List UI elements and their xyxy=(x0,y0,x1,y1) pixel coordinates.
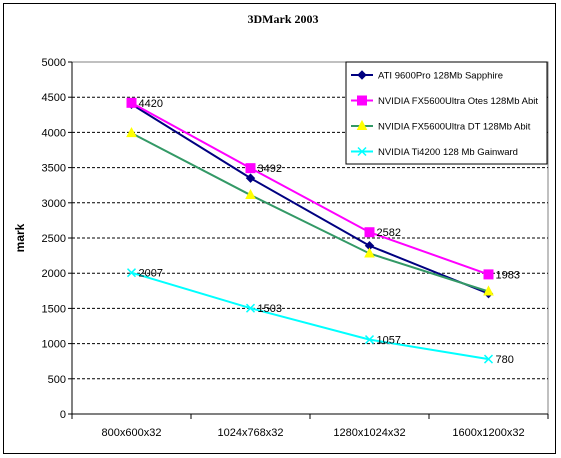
data-point xyxy=(364,247,375,258)
legend-label: NVIDIA Ti4200 128 Mb Gainward xyxy=(378,147,518,158)
data-point xyxy=(483,285,494,296)
data-point-stroke xyxy=(126,268,137,278)
legend-item: ATI 9600Pro 128Mb Sapphire xyxy=(351,70,503,82)
data-label: 1503 xyxy=(258,303,282,315)
y-tick-label: 4500 xyxy=(42,92,66,104)
y-axis-label: mark xyxy=(13,223,27,252)
series-3 xyxy=(126,127,494,296)
legend-box xyxy=(345,61,548,165)
legend-label: ATI 9600Pro 128Mb Sapphire xyxy=(378,71,503,82)
data-label: 780 xyxy=(496,354,514,366)
series-line xyxy=(131,271,489,361)
y-tick-label: 1000 xyxy=(42,339,66,351)
series-line xyxy=(131,101,489,276)
data-point xyxy=(245,303,256,313)
y-tick-label: 3000 xyxy=(42,198,66,210)
legend-item: NVIDIA Ti4200 128 Mb Gainward xyxy=(351,146,518,158)
series-4: 2007 1503 1057 780 xyxy=(126,268,514,366)
x-tick-label: 1280x1024x32 xyxy=(333,427,405,439)
data-point xyxy=(357,95,367,106)
y-tick-label: 4000 xyxy=(42,127,66,139)
chart-title: 3DMark 2003 xyxy=(248,12,319,26)
y-tick-label: 0 xyxy=(60,409,66,421)
data-point xyxy=(357,70,367,80)
data-label: 3492 xyxy=(258,163,282,175)
data-label: 4420 xyxy=(139,98,163,110)
data-point xyxy=(364,227,375,238)
legend-item: NVIDIA FX5600Ultra DT 128Mb Abit xyxy=(351,119,531,133)
x-tick-label: 1024x768x32 xyxy=(217,427,283,439)
x-tick-label: 1600x1200x32 xyxy=(452,427,524,439)
series-line xyxy=(130,103,489,295)
y-tick-label: 2000 xyxy=(42,268,66,280)
data-point xyxy=(483,354,494,364)
data-point-stroke xyxy=(364,335,375,345)
data-point xyxy=(483,269,494,280)
series-line xyxy=(131,132,489,293)
series-2: 4420 3492 2582 1983 xyxy=(126,97,520,281)
data-point xyxy=(364,335,375,345)
data-point xyxy=(126,268,137,278)
legend-label: NVIDIA FX5600Ultra DT 128Mb Abit xyxy=(378,122,531,133)
legend-item: NVIDIA FX5600Ultra Otes 128Mb Abit xyxy=(351,95,538,107)
y-tick-label: 500 xyxy=(48,374,66,386)
data-point xyxy=(126,127,137,138)
data-point-stroke xyxy=(357,146,367,157)
legend-label: NVIDIA FX5600Ultra Otes 128Mb Abit xyxy=(378,96,538,107)
data-point-stroke xyxy=(245,303,256,313)
data-point-stroke xyxy=(483,354,494,364)
legend: ATI 9600Pro 128Mb Sapphire NVIDIA FX5600U… xyxy=(345,61,548,165)
y-tick-label: 5000 xyxy=(42,57,66,69)
y-tick-label: 3500 xyxy=(42,163,66,175)
series-group: 4420 3492 2582 1983 2007 1503 1057 780 xyxy=(126,97,520,366)
y-tick-label: 1500 xyxy=(42,303,66,315)
data-label: 1057 xyxy=(377,335,401,347)
x-axis: 800x600x32 1024x768x32 1280x1024x32 1600x12… xyxy=(71,413,549,439)
data-point xyxy=(126,97,137,108)
data-label: 2007 xyxy=(139,268,163,280)
data-label: 1983 xyxy=(496,269,520,281)
data-point xyxy=(357,146,367,157)
data-label: 2582 xyxy=(377,227,401,239)
data-point xyxy=(245,173,256,183)
y-axis: 0 500 1000 1500 2000 2500 3000 3500 4000 4500 5000 xyxy=(42,57,73,421)
data-point xyxy=(356,119,368,130)
y-tick-label: 2500 xyxy=(42,233,66,245)
data-point xyxy=(245,163,256,174)
x-tick-label: 800x600x32 xyxy=(102,427,162,439)
data-point xyxy=(245,188,256,200)
